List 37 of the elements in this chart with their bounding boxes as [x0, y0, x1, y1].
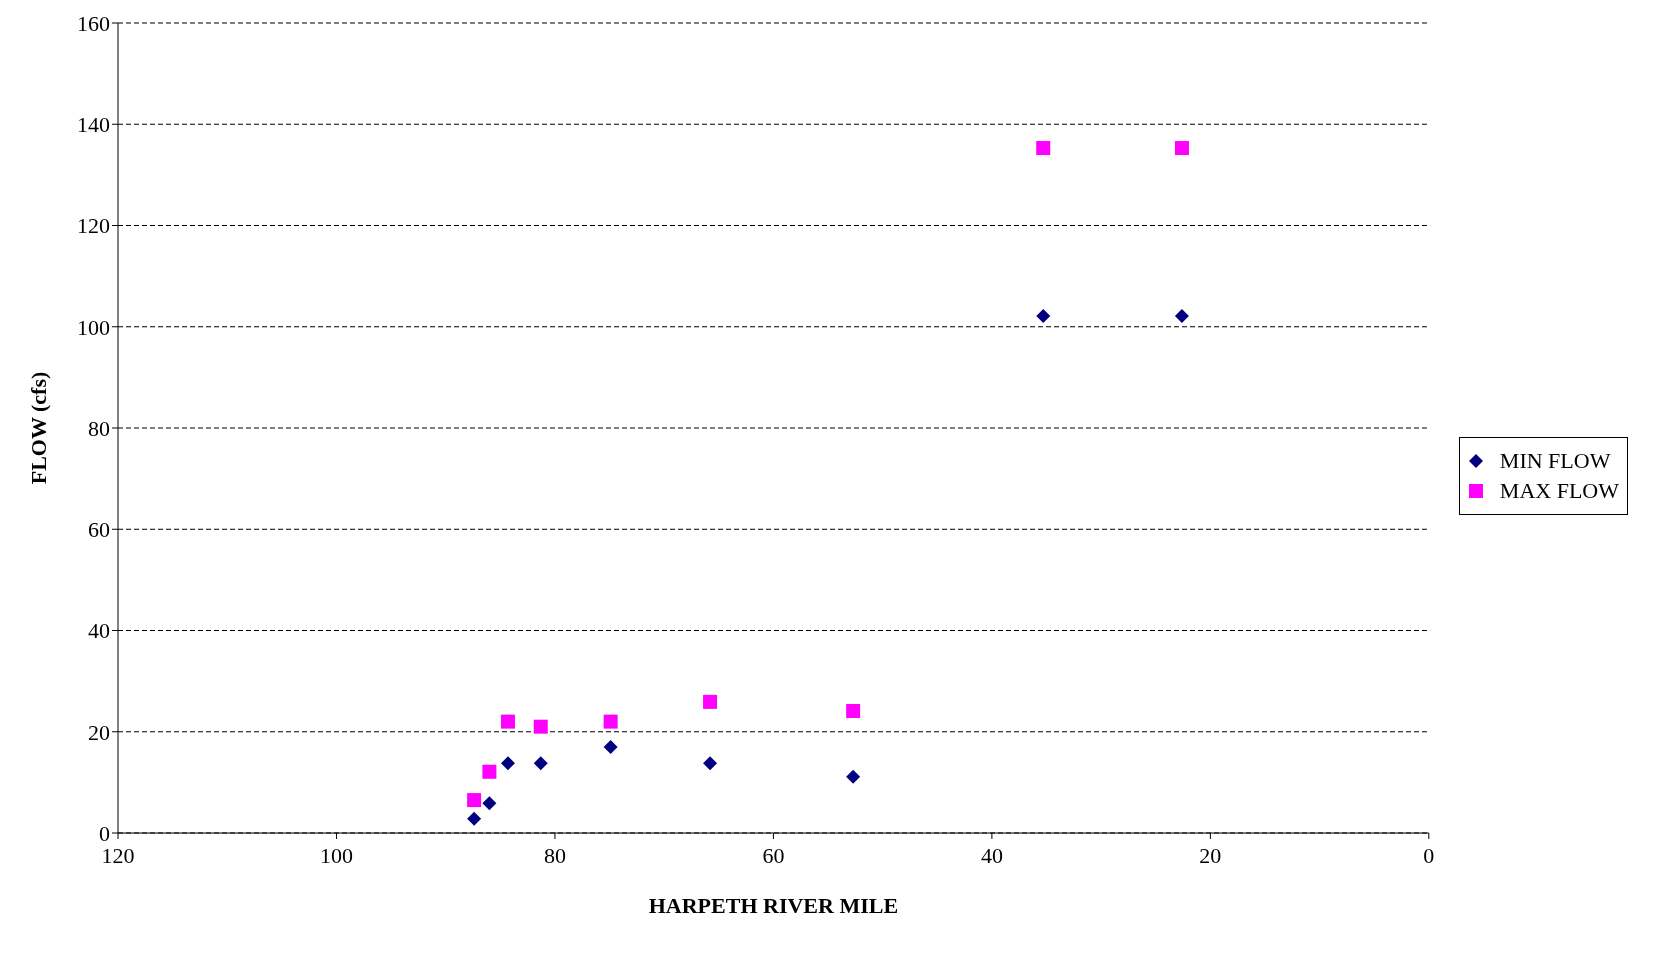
point [533, 756, 548, 771]
y-tick-label: 120 [77, 213, 110, 239]
y-tick-label: 160 [77, 10, 110, 36]
point [603, 739, 618, 754]
point [1174, 309, 1189, 324]
x-tick-label: 40 [980, 842, 1003, 868]
point [500, 714, 515, 729]
y-tick-label: 20 [88, 719, 110, 745]
point [482, 796, 497, 811]
point [482, 764, 497, 779]
x-tick-label: 80 [543, 842, 566, 868]
point [603, 714, 618, 729]
y-tick-label: 100 [77, 314, 110, 340]
point [1036, 309, 1051, 324]
y-tick-label: 60 [88, 517, 110, 543]
point [1174, 141, 1189, 156]
y-tick-label: 140 [77, 112, 110, 138]
point [703, 694, 718, 709]
point [533, 719, 548, 734]
point [467, 811, 482, 826]
x-tick-label: 20 [1199, 842, 1222, 868]
point [846, 703, 861, 718]
point [467, 793, 482, 808]
y-tick-label: 80 [88, 415, 110, 441]
y-tick-label: 0 [99, 820, 110, 846]
point [1036, 141, 1051, 156]
y-axis-title: FLOW (cfs) [25, 371, 51, 485]
x-tick-label: 60 [762, 842, 785, 868]
x-tick-label: 100 [319, 842, 353, 868]
point [703, 756, 718, 771]
point [500, 756, 515, 771]
x-tick-label: 0 [1423, 842, 1435, 868]
point [846, 769, 861, 784]
legend-label: MAX FLOW [1499, 477, 1619, 504]
x-axis-title: HARPETH RIVER MILE [648, 893, 899, 918]
legend-label: MIN FLOW [1499, 447, 1611, 474]
y-tick-label: 40 [88, 618, 110, 644]
